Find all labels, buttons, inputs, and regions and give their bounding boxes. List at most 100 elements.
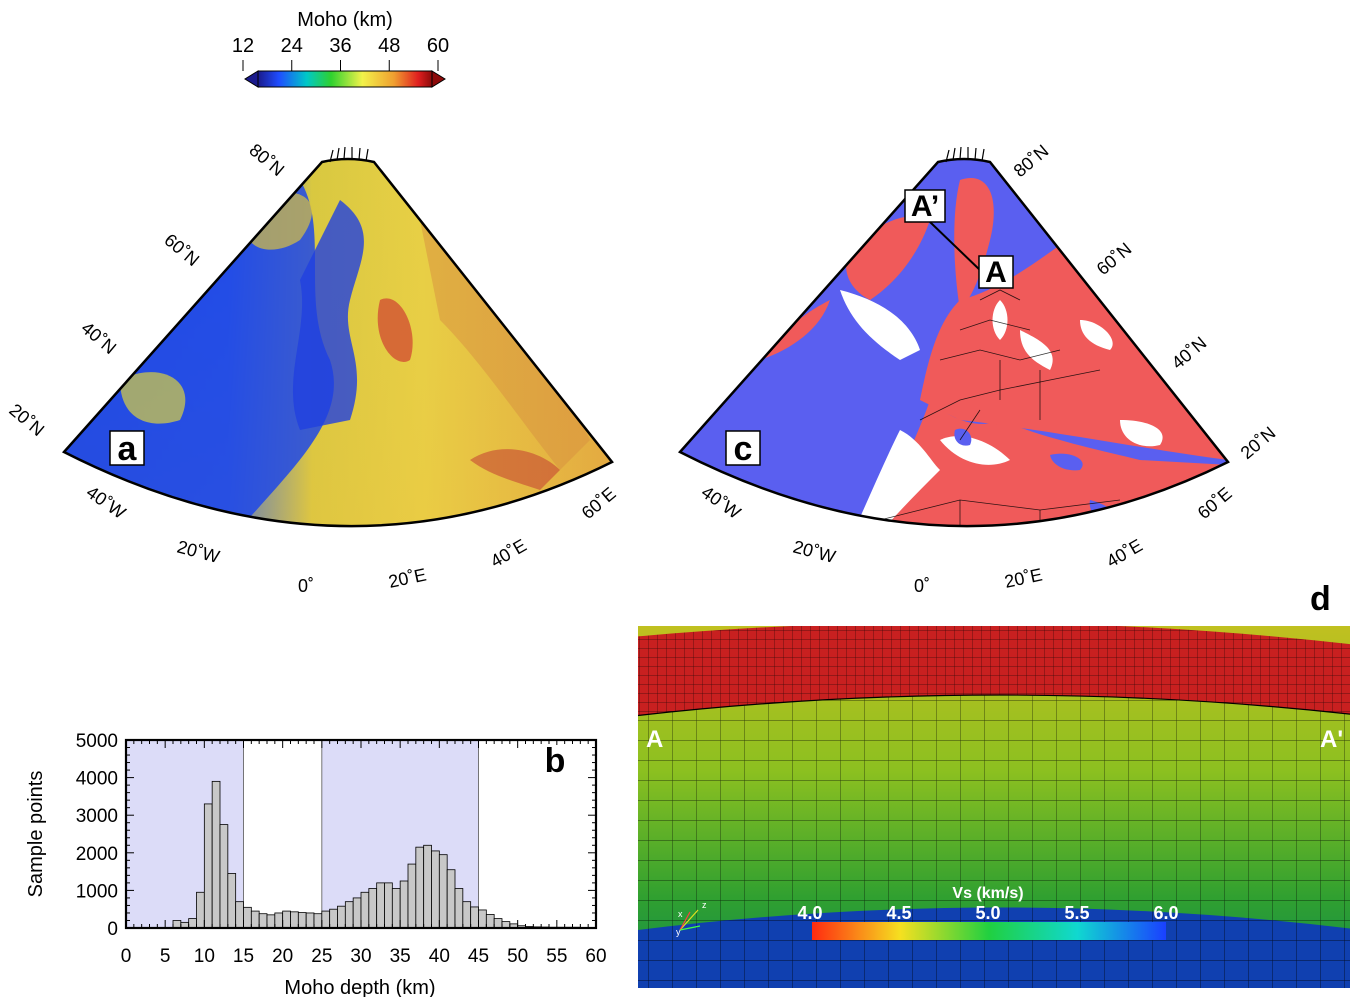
histogram-bar	[337, 905, 346, 929]
c-lon-label-20w: 20˚W	[791, 537, 838, 567]
lon-label-40w: 40˚W	[83, 482, 130, 523]
histogram-bar	[211, 780, 221, 929]
lon-label-0: 0˚	[298, 576, 314, 596]
histogram-ytick-label: 2000	[76, 844, 118, 865]
histogram-xtick-label: 10	[194, 946, 215, 967]
c-lat-label-60n: 60˚N	[1093, 239, 1136, 279]
c-lon-label-0: 0˚	[914, 576, 930, 596]
profile-end-label: A’	[911, 190, 939, 223]
panel-d-letter: d	[1310, 580, 1331, 618]
lon-label-40e: 40˚E	[487, 535, 530, 571]
lat-label-80n: 80˚N	[245, 140, 288, 180]
axis-y-glyph: y	[676, 927, 681, 937]
histogram-xtick-label: 55	[546, 946, 567, 967]
histogram-ytick-label: 5000	[76, 731, 118, 752]
c-lon-label-40e: 40˚E	[1103, 535, 1146, 571]
panel-b-histogram: 0 5 10 15 20 25 30 35 40 45 50 55 60 0 1000 2000 3000 400…	[25, 731, 607, 997]
histogram-ytick-label: 1000	[76, 881, 118, 902]
axes-triad: x z y	[676, 900, 707, 937]
c-lat-label-40n: 40˚N	[1168, 333, 1211, 373]
histogram-bar	[470, 906, 479, 929]
histogram-xtick-label: 60	[585, 946, 606, 967]
d-right-label: A'	[1320, 726, 1343, 753]
moho-colorbar-tick-label: 60	[427, 35, 449, 57]
lon-label-20e: 20˚E	[387, 564, 428, 591]
histogram-bar	[297, 912, 307, 929]
histogram-bar	[454, 888, 464, 929]
vs-colorbar-ticks: 4.0 4.5 5.0 5.5 6.0	[797, 903, 1178, 923]
moho-colorbar-tick-label: 24	[281, 35, 303, 57]
histogram-bar	[431, 850, 440, 929]
panel-c-letter: c	[734, 430, 753, 468]
histogram-xtick-label: 35	[390, 946, 411, 967]
histogram-bar	[227, 873, 237, 929]
panel-c-map: A’ A c 80˚N 60˚N 40˚N 20˚N 40˚W 20˚W 0˚ …	[677, 141, 1280, 596]
d-left-label: A	[646, 726, 663, 753]
histogram-xtick-label: 5	[160, 946, 171, 967]
axis-z-glyph: z	[702, 900, 707, 910]
moho-colorbar-ticks: 12 24 36 48 60	[232, 35, 449, 71]
histogram-bar	[172, 920, 182, 929]
histogram-bar	[219, 824, 229, 929]
moho-colorbar-tick-label: 48	[378, 35, 400, 57]
histogram-bar	[360, 891, 370, 929]
lon-label-20w: 20˚W	[175, 537, 222, 567]
histogram-bar	[446, 869, 456, 929]
profile-line	[929, 221, 983, 273]
moho-colorbar-bar	[257, 70, 433, 88]
panel-a-map: a 80˚N 60˚N 40˚N 20˚N 40˚W 20˚W 0˚ 20˚E …	[5, 140, 619, 596]
moho-colorbar-tick-label: 12	[232, 35, 254, 57]
histogram-bar	[391, 888, 401, 929]
histogram-ytick-label: 4000	[76, 769, 118, 790]
histogram-bar	[368, 888, 378, 929]
histogram-bar	[329, 908, 338, 929]
histogram-bar	[399, 880, 409, 929]
histogram-bar	[423, 844, 432, 929]
histogram-ytick-label: 3000	[76, 806, 118, 827]
histogram-bar	[290, 911, 299, 929]
histogram-ylabel: Sample points	[25, 771, 47, 898]
c-lon-label-40w: 40˚W	[698, 482, 745, 523]
histogram-xlabel: Moho depth (km)	[284, 977, 435, 997]
histogram-xtick-label: 0	[121, 946, 132, 967]
histogram-bar	[313, 913, 323, 929]
histogram-bar	[352, 897, 362, 929]
moho-colorbar-title: Moho (km)	[297, 9, 393, 31]
histogram-axes: 0 5 10 15 20 25 30 35 40 45 50 55 60 0 1000 2000 3000 400…	[76, 731, 607, 967]
vs-colorbar-bar	[812, 922, 1166, 940]
histogram-bar	[196, 891, 205, 929]
axis-x-glyph: x	[678, 909, 683, 919]
histogram-bar	[235, 901, 244, 929]
histogram-xtick-label: 25	[311, 946, 332, 967]
histogram-bar	[266, 914, 276, 929]
vs-colorbar-tick-label: 6.0	[1153, 903, 1178, 923]
histogram-xtick-label: 50	[507, 946, 528, 967]
histogram-bar	[321, 910, 331, 929]
histogram-bar	[274, 912, 284, 929]
vs-colorbar-tick-label: 4.5	[886, 903, 911, 923]
lat-label-20n: 20˚N	[5, 400, 48, 440]
histogram-xtick-label: 15	[233, 946, 254, 967]
histogram-bar	[407, 863, 417, 929]
colorbar-high-arrow	[431, 70, 446, 88]
histogram-bar	[462, 901, 472, 929]
histogram-xtick-label: 45	[468, 946, 489, 967]
vs-colorbar-title: Vs (km/s)	[952, 885, 1023, 902]
c-lon-label-60e: 60˚E	[1194, 483, 1236, 523]
histogram-xtick-label: 20	[272, 946, 293, 967]
panel-a-letter: a	[118, 430, 138, 468]
histogram-bar	[258, 913, 268, 929]
c-lat-label-80n: 80˚N	[1010, 141, 1053, 181]
histogram-xtick-label: 30	[350, 946, 371, 967]
histogram-bar	[282, 910, 291, 929]
lat-label-40n: 40˚N	[77, 318, 120, 358]
c-lat-label-20n: 20˚N	[1237, 423, 1280, 463]
moho-colorbar: Moho (km) 12 24 36 48 60	[232, 9, 449, 88]
histogram-bar	[478, 909, 487, 929]
histogram-bar	[415, 846, 425, 929]
histogram-bar	[188, 918, 197, 929]
histogram-bar	[243, 906, 252, 929]
histogram-bar	[376, 882, 385, 929]
vs-colorbar-tick-label: 5.5	[1064, 903, 1089, 923]
